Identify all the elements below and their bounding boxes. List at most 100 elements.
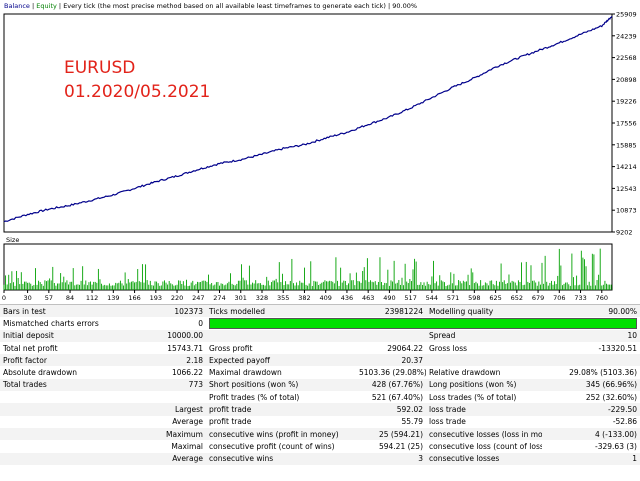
y-tick-label: 20898 [616, 76, 637, 84]
x-tick-label: 490 [383, 294, 395, 302]
chart-panel: Balance | Equity | Every tick (the most … [1, 2, 637, 303]
chart-header: Balance | Equity | Every tick (the most … [4, 2, 418, 10]
report-panel: Bars in test 102373 Ticks modelled 23981224… [0, 304, 640, 481]
report-cell: 10000.00 [118, 329, 206, 342]
balance-legend: Balance [4, 2, 30, 10]
x-tick-label: 355 [277, 294, 289, 302]
report-cell: consecutive loss (count of losses) [426, 440, 542, 453]
report-cell: Largest [118, 403, 206, 416]
report-row: Profit trades (% of total) 521 (67.40%) Lo… [0, 391, 640, 404]
x-tick-label: 679 [532, 294, 544, 302]
balance-chart: 25909 24239 22568 20898 19226 17556 15885 14214… [2, 11, 637, 303]
report-cell: Absolute drawdown [0, 366, 118, 379]
report-cell [426, 354, 542, 367]
x-tick-label: 463 [362, 294, 374, 302]
x-tick-label: 301 [235, 294, 247, 302]
report-cell: -329.63 (3) [542, 440, 640, 453]
report-cell: consecutive losses [426, 452, 542, 465]
report-cell: profit trade [206, 403, 356, 416]
report-cell: Maximal [118, 440, 206, 453]
report-row: Total trades 773 Short positions (won %) 42… [0, 378, 640, 392]
report-cell: 10 [542, 329, 640, 342]
x-tick-label: 652 [511, 294, 523, 302]
report-cell: 2.18 [118, 354, 206, 367]
report-cell: Average [118, 415, 206, 428]
report-cell: 5103.36 (29.08%) [356, 366, 426, 379]
y-tick-label: 25909 [616, 11, 637, 19]
report-row: Initial deposit 10000.00 Spread 10 [0, 329, 640, 342]
report-row: Maximum consecutive wins (profit in money… [0, 427, 640, 441]
x-tick-label: 30 [23, 294, 31, 302]
report-cell: Gross loss [426, 341, 542, 355]
report-cell: Spread [426, 329, 542, 342]
report-cell: 594.21 (25) [356, 440, 426, 453]
report-cell [0, 391, 118, 404]
report-cell: Loss trades (% of total) [426, 391, 542, 404]
x-tick-label: 409 [319, 294, 331, 302]
report-row: Total net profit 15743.71 Gross profit 2906… [0, 341, 640, 355]
x-tick-label: 517 [404, 294, 416, 302]
x-tick-label: 598 [468, 294, 480, 302]
x-tick-label: 328 [256, 294, 268, 302]
x-tick-label: 112 [86, 294, 98, 302]
report-cell: profit trade [206, 415, 356, 428]
report-cell [542, 354, 640, 367]
report-cell: 23981224 [356, 305, 426, 318]
report-cell [0, 415, 118, 428]
x-tick-label: 247 [192, 294, 204, 302]
period-annotation: 01.2020/05.2021 [64, 82, 211, 102]
report-cell: Mismatched charts errors [0, 317, 118, 330]
report-row: Profit factor 2.18 Expected payoff 20.37 [0, 354, 640, 367]
x-tick-label: 544 [426, 294, 438, 302]
report-cell: 0 [118, 317, 206, 330]
report-cell: -229.50 [542, 403, 640, 416]
report-cell: 15743.71 [118, 341, 206, 355]
report-row: Mismatched charts errors 0 [0, 317, 640, 330]
report-cell: Modelling quality [426, 305, 542, 318]
report-row: Largest profit trade 592.02 loss trade -229.… [0, 403, 640, 416]
report-cell: Relative drawdown [426, 366, 542, 379]
report-cell: 345 (66.96%) [542, 378, 640, 392]
report-table: Bars in test 102373 Ticks modelled 23981224… [0, 305, 640, 465]
report-cell: Average [118, 452, 206, 465]
report-cell: Profit factor [0, 354, 118, 367]
x-tick-label: 760 [596, 294, 608, 302]
modelling-quality-bar [209, 317, 637, 329]
report-cell: 102373 [118, 305, 206, 318]
report-cell [0, 440, 118, 453]
report-cell: 55.79 [356, 415, 426, 428]
x-tick-label: 166 [128, 294, 140, 302]
report-cell: 4 (-133.00) [542, 427, 640, 441]
y-tick-label: 12543 [616, 185, 637, 193]
report-row: Average consecutive wins 3 consecutive loss… [0, 452, 640, 465]
y-tick-label: 15885 [616, 141, 637, 149]
quality-header: 90.00% [392, 2, 418, 10]
modelling-quality-cell [206, 317, 640, 330]
y-tick-label: 9202 [616, 229, 633, 237]
x-tick-label: 193 [150, 294, 162, 302]
balance-series-line [3, 15, 613, 223]
report-cell: 3 [356, 452, 426, 465]
x-tick-label: 274 [213, 294, 225, 302]
report-cell: 29064.22 [356, 341, 426, 355]
report-cell: -52.86 [542, 415, 640, 428]
x-tick-label: 625 [489, 294, 501, 302]
symbol-annotation: EURUSD [64, 58, 136, 78]
report-cell [356, 329, 426, 342]
report-cell: consecutive wins [206, 452, 356, 465]
x-tick-label: 733 [574, 294, 586, 302]
y-tick-label: 17556 [616, 119, 637, 127]
x-tick-label: 436 [341, 294, 353, 302]
x-tick-label: 220 [171, 294, 183, 302]
report-cell: Bars in test [0, 305, 118, 318]
y-tick-label: 19226 [616, 98, 637, 106]
x-tick-label: 571 [447, 294, 459, 302]
report-cell: 1066.22 [118, 366, 206, 379]
report-cell: 521 (67.40%) [356, 391, 426, 404]
y-tick-label: 14214 [616, 163, 637, 171]
report-cell: Expected payoff [206, 354, 356, 367]
report-cell: 592.02 [356, 403, 426, 416]
report-cell: Profit trades (% of total) [206, 391, 356, 404]
x-tick-label: 57 [45, 294, 53, 302]
report-cell: 1 [542, 452, 640, 465]
